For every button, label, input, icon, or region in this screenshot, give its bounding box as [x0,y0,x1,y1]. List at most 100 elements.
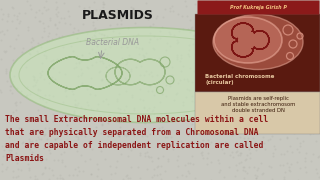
Point [175,165,180,167]
Point [125,155,131,158]
Point [261,136,266,139]
Point [210,43,215,46]
Point [24,66,29,69]
Point [279,49,284,52]
Text: Plasmids are self-replic
and stable extrachromosom
double stranded DN: Plasmids are self-replic and stable extr… [221,96,295,113]
Point [283,76,288,79]
Point [265,73,270,76]
Point [169,79,174,82]
Point [275,101,280,104]
Point [284,67,290,69]
Point [233,54,238,57]
Point [136,53,141,55]
Point [90,21,95,24]
Point [108,134,113,137]
Point [104,115,109,118]
Point [24,145,29,148]
Point [46,32,51,35]
Point [278,94,283,97]
Point [46,82,51,85]
Point [239,161,244,163]
Point [115,133,120,136]
Point [121,145,126,147]
Point [64,123,69,126]
Point [247,147,252,150]
Point [71,110,76,113]
Point [154,37,159,40]
Point [249,121,254,123]
Point [210,81,215,84]
Point [17,127,22,130]
Point [222,176,227,179]
Point [65,57,70,60]
Point [41,53,46,56]
Point [211,95,216,98]
Point [230,24,236,26]
Point [244,4,250,7]
Point [13,26,18,29]
Point [67,146,72,149]
Point [149,89,154,92]
Point [183,95,188,98]
Point [177,117,182,120]
Point [282,170,287,173]
Point [169,136,174,138]
Point [39,138,44,140]
Point [45,74,51,76]
Point [95,103,100,106]
Point [62,141,68,144]
Point [241,107,246,110]
Point [303,68,308,71]
Point [177,79,182,82]
Point [53,137,58,140]
Point [302,166,308,168]
Point [7,88,12,91]
Point [102,158,108,160]
Point [206,102,212,105]
Point [46,149,52,152]
Point [252,69,257,72]
Point [138,74,143,77]
Point [54,14,59,17]
Point [124,174,129,177]
Point [311,62,316,65]
Point [3,69,8,72]
Point [62,165,67,168]
Point [11,110,16,113]
Point [24,58,29,61]
Point [187,48,192,51]
Point [159,64,164,67]
Point [255,63,260,66]
Point [47,167,52,170]
Text: Prof Kukreja Girish P: Prof Kukreja Girish P [229,5,286,10]
Point [240,100,245,103]
Point [33,84,38,86]
Point [18,100,23,103]
Point [131,6,136,9]
Point [275,12,280,15]
Point [292,62,297,65]
Point [277,163,283,166]
Point [15,167,20,170]
Point [138,14,143,17]
Point [86,52,92,55]
Point [206,43,211,46]
Point [102,34,107,37]
Point [134,130,140,132]
Point [314,7,319,10]
Point [156,157,161,160]
Point [305,63,310,66]
Point [93,50,98,53]
Point [154,87,159,90]
Point [295,13,300,15]
Point [17,20,22,23]
Point [265,46,270,49]
Point [204,100,209,102]
Point [87,92,92,95]
Point [210,110,215,113]
Point [275,89,280,92]
Point [247,2,252,5]
Point [108,172,114,175]
Point [84,119,90,122]
Point [29,150,35,153]
